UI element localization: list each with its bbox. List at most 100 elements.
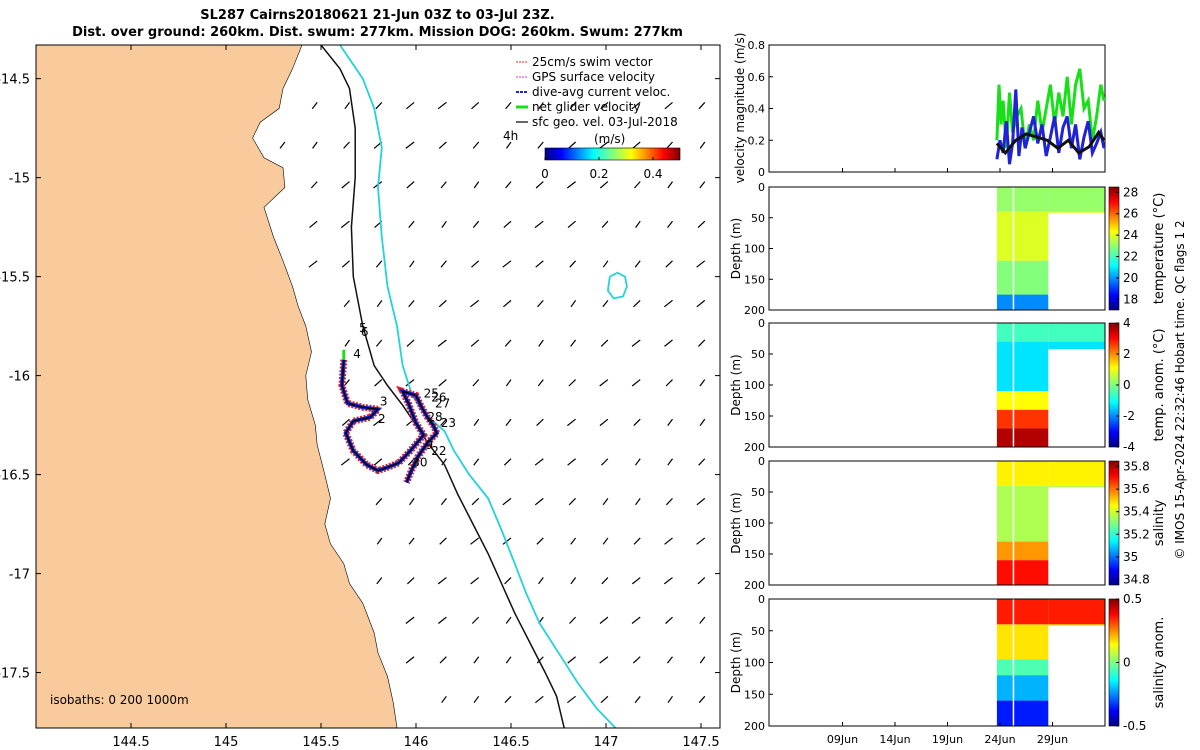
heatmap-cell <box>1048 485 1105 487</box>
surface-velocity-arrow <box>376 300 383 308</box>
surface-velocity-arrow <box>441 220 447 228</box>
heatmap-cell <box>1014 323 1049 342</box>
surface-velocity-arrow <box>374 379 383 387</box>
surface-velocity-arrow <box>631 379 641 387</box>
surface-velocity-arrow <box>471 497 480 506</box>
map-xtick-label: 147 <box>594 735 619 750</box>
track-day-label: 6 <box>361 325 369 339</box>
surface-velocity-arrow <box>537 299 544 308</box>
surface-velocity-arrow <box>634 695 641 704</box>
heatmap-ytick-label: 100 <box>744 517 765 530</box>
heatmap-ytick-label: 50 <box>751 486 765 499</box>
surface-velocity-arrow <box>567 220 576 229</box>
surface-velocity-arrow <box>341 181 350 189</box>
surface-velocity-arrow <box>664 537 673 545</box>
surface-velocity-arrow <box>632 141 641 149</box>
surface-velocity-arrow <box>341 260 350 268</box>
surface-velocity-arrow <box>569 260 577 268</box>
surface-velocity-arrow <box>439 537 447 545</box>
velocity-series-2 <box>995 129 1106 156</box>
heatmap-cell <box>996 323 1013 342</box>
track-day-label: 2 <box>378 412 386 426</box>
heatmap-ytick-label: 200 <box>744 720 765 733</box>
map-legend: 25cm/s swim vector GPS surface velocity … <box>503 55 678 146</box>
surface-velocity-arrow <box>506 141 512 149</box>
isobaths-label: isobaths: 0 200 1000m <box>50 693 189 707</box>
heatmap-cell <box>1014 700 1049 726</box>
surface-velocity-arrow <box>536 537 544 545</box>
map-ytick-label: -17 <box>9 568 30 583</box>
temperature-panel: 0 50 100 150 200 Depth (m) 18 20 22 24 26 28 tempera… <box>729 181 1167 317</box>
surface-velocity-arrow <box>696 299 706 308</box>
surface-velocity-arrow <box>440 181 447 189</box>
track-day-label: 30 <box>412 456 427 470</box>
heatmap-cell <box>1014 461 1049 486</box>
surface-velocity-arrow <box>534 220 544 229</box>
colorbar-time-note: 4h <box>503 129 518 143</box>
surface-velocity-arrow <box>535 181 544 189</box>
track-day-label: 9 <box>426 438 434 452</box>
surface-velocity-arrow <box>504 695 512 704</box>
heatmap-ytick-label: 50 <box>751 625 765 638</box>
surface-velocity-arrow <box>599 141 609 149</box>
salinity-anomaly-panel: 0 50 100 150 200 Depth (m) -0.5 0 0.5 salinity an… <box>729 592 1167 746</box>
surface-velocity-arrow <box>696 497 706 506</box>
heatmap-cell <box>1014 599 1049 625</box>
map-ytick-label: -15.5 <box>0 271 30 286</box>
surface-velocity-arrow <box>342 736 350 742</box>
heatmap-ytick-label: 100 <box>744 379 765 392</box>
track-day-label: 5 <box>359 321 367 335</box>
surface-velocity-arrow <box>440 497 447 506</box>
heatmap-cell <box>1014 260 1049 295</box>
surface-velocity-arrow <box>633 537 641 545</box>
surface-velocity-arrow <box>408 537 415 545</box>
surface-velocity-arrow <box>437 577 447 585</box>
surface-velocity-arrow <box>437 101 447 110</box>
surface-velocity-arrow <box>473 458 480 466</box>
surface-velocity-arrow <box>503 220 512 229</box>
heatmap-cell <box>996 391 1013 410</box>
surface-velocity-arrow <box>538 577 544 585</box>
surface-velocity-arrow <box>470 577 480 585</box>
surface-velocity-arrow <box>279 141 286 149</box>
surface-velocity-arrow <box>341 418 350 427</box>
surface-velocity-arrow <box>376 537 383 545</box>
heatmap-cell <box>1048 187 1105 212</box>
surface-velocity-arrow <box>472 141 480 149</box>
surface-velocity-arrow <box>569 102 577 110</box>
surface-velocity-arrow <box>504 339 512 347</box>
surface-velocity-arrow <box>568 141 576 149</box>
surface-velocity-arrow <box>438 299 447 308</box>
surface-velocity-arrow <box>441 695 447 704</box>
heatmap-cell <box>1014 541 1049 561</box>
surface-velocity-arrow <box>570 537 577 545</box>
surface-velocity-arrow <box>631 616 641 624</box>
heatmap-cell <box>1048 323 1105 342</box>
surface-velocity-arrow <box>568 497 577 506</box>
surface-velocity-arrow <box>602 260 609 268</box>
heatmap-cell <box>996 260 1013 295</box>
surface-velocity-arrow <box>634 260 641 268</box>
heatmap-colorbar-tick-label: 35 <box>1123 550 1138 564</box>
surface-velocity-arrow <box>569 616 577 624</box>
surface-velocity-arrow <box>667 181 673 189</box>
surface-velocity-arrow <box>343 299 350 308</box>
surface-velocity-arrow <box>472 220 480 228</box>
heatmap-colorbar-tick-label: 22 <box>1123 250 1138 264</box>
surface-velocity-arrow <box>599 616 609 624</box>
surface-velocity-arrow <box>566 181 576 189</box>
surface-velocity-arrow <box>570 300 577 308</box>
heatmap-cell <box>1014 391 1049 410</box>
surface-velocity-arrow <box>667 418 673 426</box>
surface-velocity-arrow <box>602 537 609 545</box>
heatmap-colorbar-tick-label: 0 <box>1123 656 1131 670</box>
heatmap-cell <box>1014 485 1049 542</box>
surface-velocity-arrow <box>635 498 641 506</box>
heatmap-ytick-label: 150 <box>744 688 765 701</box>
heatmap-ylabel: Depth (m) <box>729 218 743 279</box>
surface-velocity-arrow <box>635 220 641 228</box>
map-ytick-label: -16 <box>9 370 30 385</box>
surface-velocity-arrow <box>667 220 673 228</box>
velocity-ytick-label: 0 <box>758 166 765 179</box>
track-day-label: 22 <box>431 444 446 458</box>
